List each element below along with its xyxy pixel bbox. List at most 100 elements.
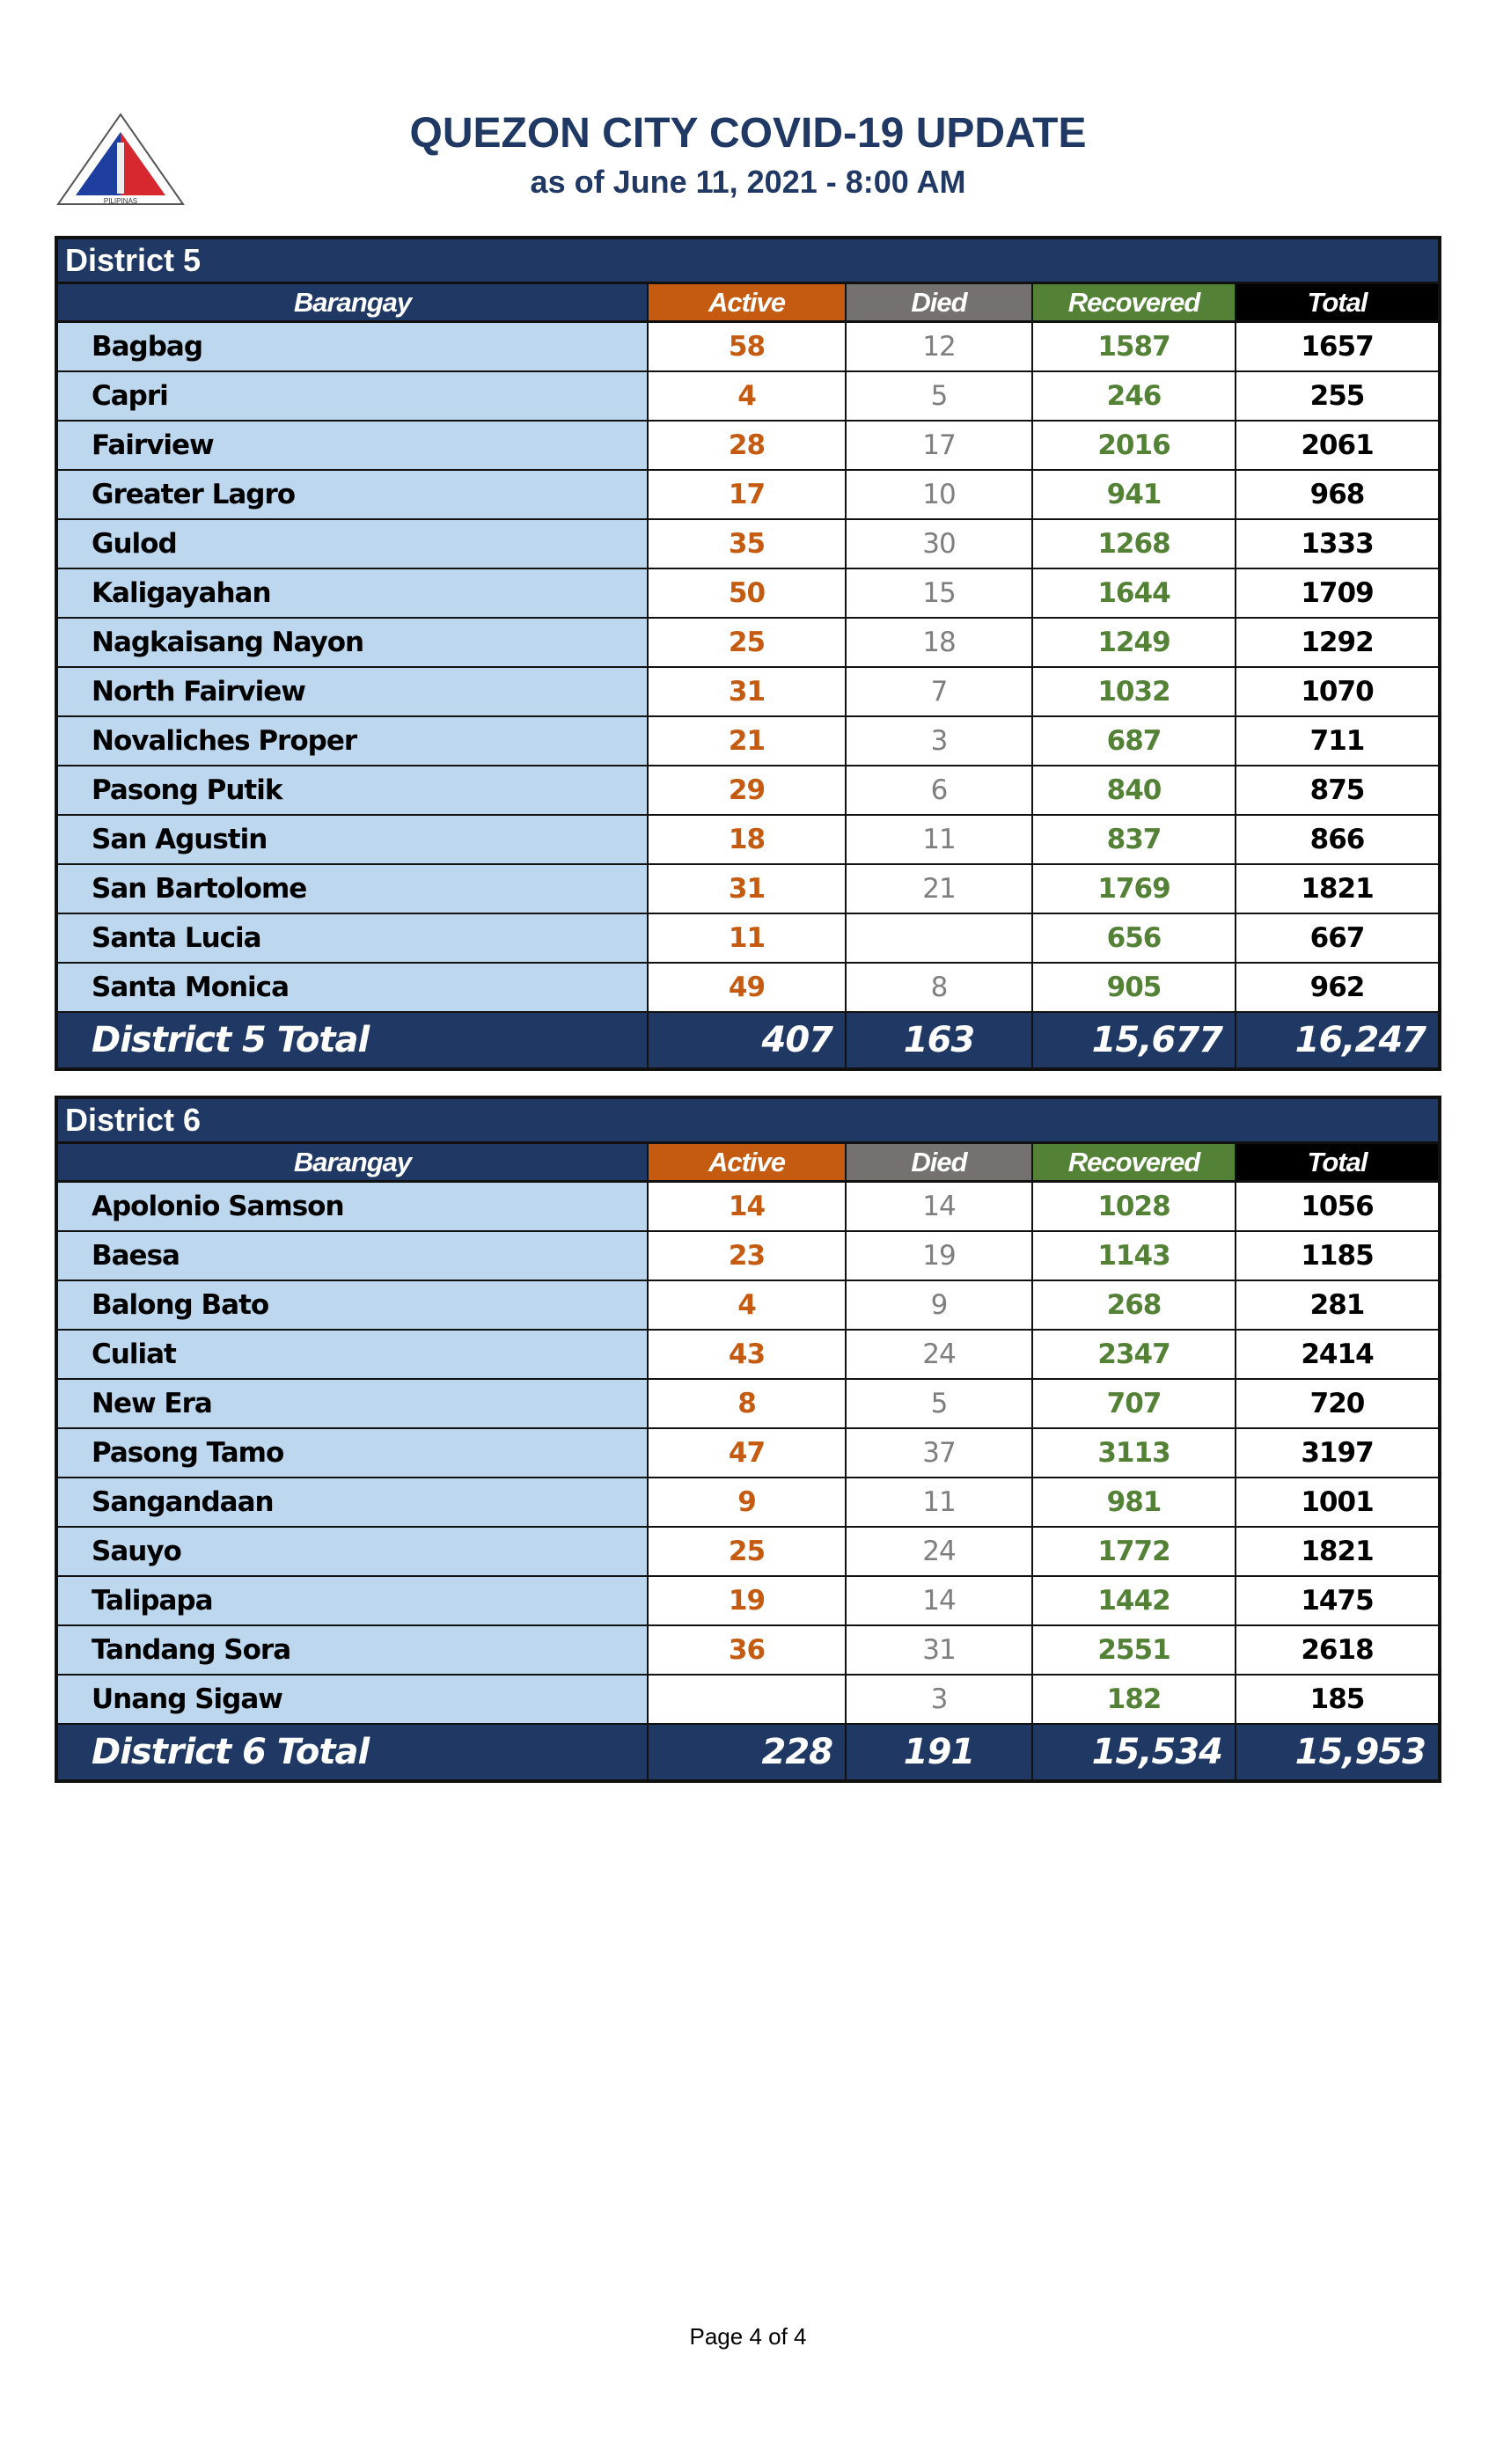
- cell-barangay: Balong Bato: [58, 1281, 649, 1331]
- cell-barangay: Kaligayahan: [58, 569, 649, 619]
- cell-active: 31: [649, 668, 847, 717]
- cell-died: 30: [847, 520, 1033, 569]
- cell-total: 2414: [1236, 1331, 1438, 1380]
- total-active: 407: [649, 1013, 847, 1067]
- total-recovered: 15,534: [1033, 1725, 1236, 1779]
- cell-recovered: 182: [1033, 1676, 1236, 1725]
- quezon-city-seal-logo: PILIPINAS: [56, 113, 185, 205]
- cell-total: 1821: [1236, 865, 1438, 914]
- cell-total: 968: [1236, 471, 1438, 520]
- cell-total: 1475: [1236, 1577, 1438, 1626]
- cell-died: 37: [847, 1429, 1033, 1478]
- cell-active: 23: [649, 1232, 847, 1281]
- district-name: District 6: [58, 1099, 1438, 1141]
- cell-barangay: Tandang Sora: [58, 1626, 649, 1676]
- column-header-total: Total: [1236, 1144, 1438, 1183]
- cell-died: 24: [847, 1528, 1033, 1577]
- cell-total: 1821: [1236, 1528, 1438, 1577]
- cell-recovered: 707: [1033, 1380, 1236, 1429]
- cell-active: 47: [649, 1429, 847, 1478]
- cell-active: 49: [649, 964, 847, 1013]
- cell-active: 28: [649, 422, 847, 471]
- table-row: Capri 4 5 246 255: [58, 372, 1438, 422]
- cell-recovered: 3113: [1033, 1429, 1236, 1478]
- column-header-recovered: Recovered: [1033, 1144, 1236, 1183]
- cell-recovered: 837: [1033, 816, 1236, 865]
- table-row: Tandang Sora 36 31 2551 2618: [58, 1626, 1438, 1676]
- cell-barangay: Santa Monica: [58, 964, 649, 1013]
- district-name: District 5: [58, 239, 1438, 282]
- total-recovered: 15,677: [1033, 1013, 1236, 1067]
- cell-total: 962: [1236, 964, 1438, 1013]
- cell-active: 35: [649, 520, 847, 569]
- cell-active: 9: [649, 1478, 847, 1528]
- table-row: Culiat 43 24 2347 2414: [58, 1331, 1438, 1380]
- cell-died: 10: [847, 471, 1033, 520]
- page-subtitle: as of June 11, 2021 - 8:00 AM: [530, 164, 966, 200]
- table-row: Unang Sigaw 3 182 185: [58, 1676, 1438, 1725]
- page-number: Page 4 of 4: [689, 2323, 807, 2350]
- cell-died: 11: [847, 816, 1033, 865]
- cell-active: 11: [649, 914, 847, 964]
- cell-active: [649, 1676, 847, 1725]
- cell-barangay: Sauyo: [58, 1528, 649, 1577]
- total-died: 163: [847, 1013, 1033, 1067]
- table-row: Nagkaisang Nayon 25 18 1249 1292: [58, 619, 1438, 668]
- cell-barangay: Greater Lagro: [58, 471, 649, 520]
- cell-active: 19: [649, 1577, 847, 1626]
- cell-recovered: 1772: [1033, 1528, 1236, 1577]
- cell-died: 5: [847, 1380, 1033, 1429]
- column-header-barangay: Barangay: [58, 284, 649, 323]
- table-row: Balong Bato 4 9 268 281: [58, 1281, 1438, 1331]
- cell-recovered: 981: [1033, 1478, 1236, 1528]
- table-row: Novaliches Proper 21 3 687 711: [58, 717, 1438, 766]
- cell-recovered: 2016: [1033, 422, 1236, 471]
- cell-active: 8: [649, 1380, 847, 1429]
- cell-barangay: Gulod: [58, 520, 649, 569]
- cell-recovered: 268: [1033, 1281, 1236, 1331]
- cell-total: 2618: [1236, 1626, 1438, 1676]
- cell-active: 21: [649, 717, 847, 766]
- cell-died: 5: [847, 372, 1033, 422]
- cell-total: 720: [1236, 1380, 1438, 1429]
- cell-barangay: Capri: [58, 372, 649, 422]
- table-row: Baesa 23 19 1143 1185: [58, 1232, 1438, 1281]
- cell-total: 3197: [1236, 1429, 1438, 1478]
- cell-total: 667: [1236, 914, 1438, 964]
- total-died: 191: [847, 1725, 1033, 1779]
- cell-recovered: 656: [1033, 914, 1236, 964]
- cell-died: 17: [847, 422, 1033, 471]
- cell-died: 11: [847, 1478, 1033, 1528]
- cell-barangay: Pasong Tamo: [58, 1429, 649, 1478]
- column-header-active: Active: [649, 1144, 847, 1183]
- table-row: Kaligayahan 50 15 1644 1709: [58, 569, 1438, 619]
- table-row: Greater Lagro 17 10 941 968: [58, 471, 1438, 520]
- table-row: New Era 8 5 707 720: [58, 1380, 1438, 1429]
- table-row: San Agustin 18 11 837 866: [58, 816, 1438, 865]
- cell-total: 1056: [1236, 1183, 1438, 1232]
- cell-recovered: 1769: [1033, 865, 1236, 914]
- cell-active: 4: [649, 1281, 847, 1331]
- district-5-table: District 5 Barangay Active Died Recovered Tot…: [55, 236, 1441, 1071]
- cell-recovered: 1249: [1033, 619, 1236, 668]
- table-row: Talipapa 19 14 1442 1475: [58, 1577, 1438, 1626]
- cell-total: 1292: [1236, 619, 1438, 668]
- cell-died: 14: [847, 1183, 1033, 1232]
- cell-active: 25: [649, 619, 847, 668]
- cell-died: 21: [847, 865, 1033, 914]
- cell-died: 6: [847, 766, 1033, 816]
- table-row: San Bartolome 31 21 1769 1821: [58, 865, 1438, 914]
- cell-recovered: 941: [1033, 471, 1236, 520]
- cell-barangay: Apolonio Samson: [58, 1183, 649, 1232]
- cell-total: 875: [1236, 766, 1438, 816]
- cell-total: 2061: [1236, 422, 1438, 471]
- cell-total: 866: [1236, 816, 1438, 865]
- table-row: Sangandaan 9 11 981 1001: [58, 1478, 1438, 1528]
- cell-died: 14: [847, 1577, 1033, 1626]
- cell-died: [847, 914, 1033, 964]
- cell-total: 1001: [1236, 1478, 1438, 1528]
- cell-barangay: Baesa: [58, 1232, 649, 1281]
- column-header-recovered: Recovered: [1033, 284, 1236, 323]
- cell-active: 25: [649, 1528, 847, 1577]
- table-row: Santa Monica 49 8 905 962: [58, 964, 1438, 1013]
